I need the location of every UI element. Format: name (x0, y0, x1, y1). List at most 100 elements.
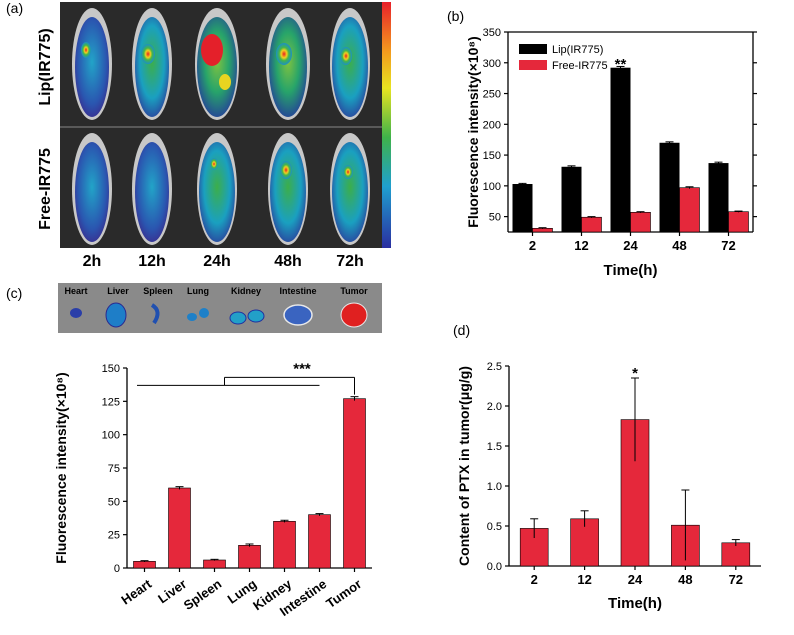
y-tick-label: 25 (108, 530, 120, 542)
mouse-free-48h (268, 133, 308, 245)
y-tick-label: 0.0 (487, 561, 502, 573)
organ-label-kidney: Kidney (231, 286, 261, 296)
y-tick-label: 2.5 (487, 361, 502, 373)
x-tick-label: 12 (577, 572, 591, 587)
y-tick-label: 75 (108, 463, 120, 475)
x-tick-label: 48 (672, 238, 686, 253)
bar-lip-ir775--12 (561, 166, 582, 232)
bar-lip-ir775--2 (512, 184, 533, 232)
x-tick-label: Lung (225, 576, 260, 607)
mouse-free-72h (330, 133, 370, 245)
bar-ptx-12 (570, 518, 599, 567)
organ-tumor (340, 302, 368, 328)
bar-fluorescence-Kidney (273, 521, 296, 569)
time-label-72h: 72h (336, 253, 364, 270)
x-tick-label: 72 (721, 238, 735, 253)
time-label-2h: 2h (83, 253, 102, 270)
legend-swatch (519, 60, 547, 70)
organ-label-lung: Lung (187, 286, 209, 296)
x-tick-label: 24 (628, 572, 643, 587)
bar-ptx-2 (519, 528, 549, 567)
significance-marker: *** (293, 360, 311, 377)
y-axis-title: Content of PTX in tumor(μg/g) (456, 366, 472, 566)
mouse-free-12h (132, 133, 172, 245)
bar-fluorescence-Lung (238, 545, 261, 569)
x-tick-label: 72 (729, 572, 743, 587)
time-label-48h: 48h (274, 253, 302, 270)
bar-free-ir775-12 (581, 216, 602, 233)
panel-label-b: (b) (447, 8, 465, 24)
y-tick-label: 200 (483, 119, 501, 131)
x-tick-label: 24 (623, 238, 638, 253)
x-tick-label: Spleen (181, 576, 225, 613)
bar-lip-ir775--24 (610, 67, 631, 232)
panel-label-c: (c) (6, 285, 23, 301)
x-tick-label: 12 (574, 238, 588, 253)
y-tick-label: 50 (108, 496, 120, 508)
organ-kidney-right (247, 309, 265, 323)
bar-ptx-72 (721, 542, 751, 567)
y-tick-label: 1.0 (487, 481, 502, 493)
legend-label: Lip(IR775) (552, 44, 603, 56)
imaging-panel: Lip(IR775) Free-IR775 2h 12h 24h 48h 72h (37, 2, 391, 270)
bar-fluorescence-Spleen (203, 559, 226, 569)
x-tick-label: 48 (678, 572, 692, 587)
organ-image-strip: Heart Liver Spleen Lung Kidney Intestine… (58, 283, 382, 333)
organ-label-tumor: Tumor (340, 286, 368, 296)
bar-free-ir775-48 (679, 187, 700, 233)
y-axis-title: Fluorescence intensity(×10⁸) (53, 372, 69, 563)
time-label-12h: 12h (138, 253, 166, 270)
mouse-lip-2h (72, 8, 112, 120)
organ-label-intestine: Intestine (279, 286, 316, 296)
bar-ptx-48 (671, 524, 700, 567)
bar-free-ir775-2 (532, 228, 553, 233)
organ-label-heart: Heart (64, 286, 87, 296)
row-label-free: Free-IR775 (37, 148, 54, 230)
organ-spleen (150, 303, 160, 325)
intensity-scale-bar (382, 2, 391, 248)
organ-intestine (283, 304, 313, 326)
y-tick-label: 150 (102, 363, 120, 375)
x-tick-label: Heart (118, 576, 154, 608)
mouse-free-24h (197, 133, 237, 245)
bar-lip-ir775--72 (708, 163, 729, 232)
bar-free-ir775-24 (630, 212, 651, 233)
y-tick-label: 50 (489, 212, 501, 224)
bar-ptx-24 (620, 419, 650, 567)
panel-label-d: (d) (453, 322, 471, 338)
y-tick-label: 2.0 (487, 401, 502, 413)
organ-lung-right (199, 308, 209, 318)
time-label-24h: 24h (203, 253, 231, 270)
y-tick-label: 0 (114, 563, 120, 575)
legend-label: Free-IR775 (552, 60, 608, 72)
bar-fluorescence-Heart (133, 561, 156, 569)
panel-label-a: (a) (6, 0, 24, 16)
x-tick-label: Kidney (250, 576, 295, 614)
x-tick-label: Liver (155, 576, 189, 606)
y-tick-label: 100 (483, 181, 501, 193)
organ-heart (70, 308, 82, 318)
y-tick-label: 100 (102, 430, 120, 442)
organ-liver (105, 302, 127, 328)
bar-fluorescence-Intestine (308, 514, 331, 569)
organ-label-liver: Liver (107, 286, 129, 296)
y-tick-label: 300 (483, 58, 501, 70)
row-label-lip: Lip(IR775) (37, 28, 54, 105)
organ-label-spleen: Spleen (143, 286, 173, 296)
y-tick-label: 350 (483, 27, 501, 39)
legend-swatch (519, 44, 547, 54)
y-tick-label: 250 (483, 89, 501, 101)
mouse-lip-72h (330, 8, 370, 120)
bar-lip-ir775--48 (659, 142, 680, 232)
y-axis-title: Fluorescence intensity(×10⁸) (465, 36, 481, 227)
bar-free-ir775-72 (728, 211, 749, 233)
x-axis-title: Time(h) (608, 595, 662, 612)
mouse-free-2h (72, 133, 112, 245)
x-tick-label: 2 (529, 238, 536, 253)
bar-fluorescence-Liver (168, 487, 191, 569)
x-tick-label: Intestine (277, 576, 329, 619)
mouse-lip-24h (195, 8, 239, 120)
significance-marker: * (632, 365, 638, 382)
x-tick-label: Tumor (323, 576, 364, 611)
mouse-lip-48h (266, 8, 310, 120)
